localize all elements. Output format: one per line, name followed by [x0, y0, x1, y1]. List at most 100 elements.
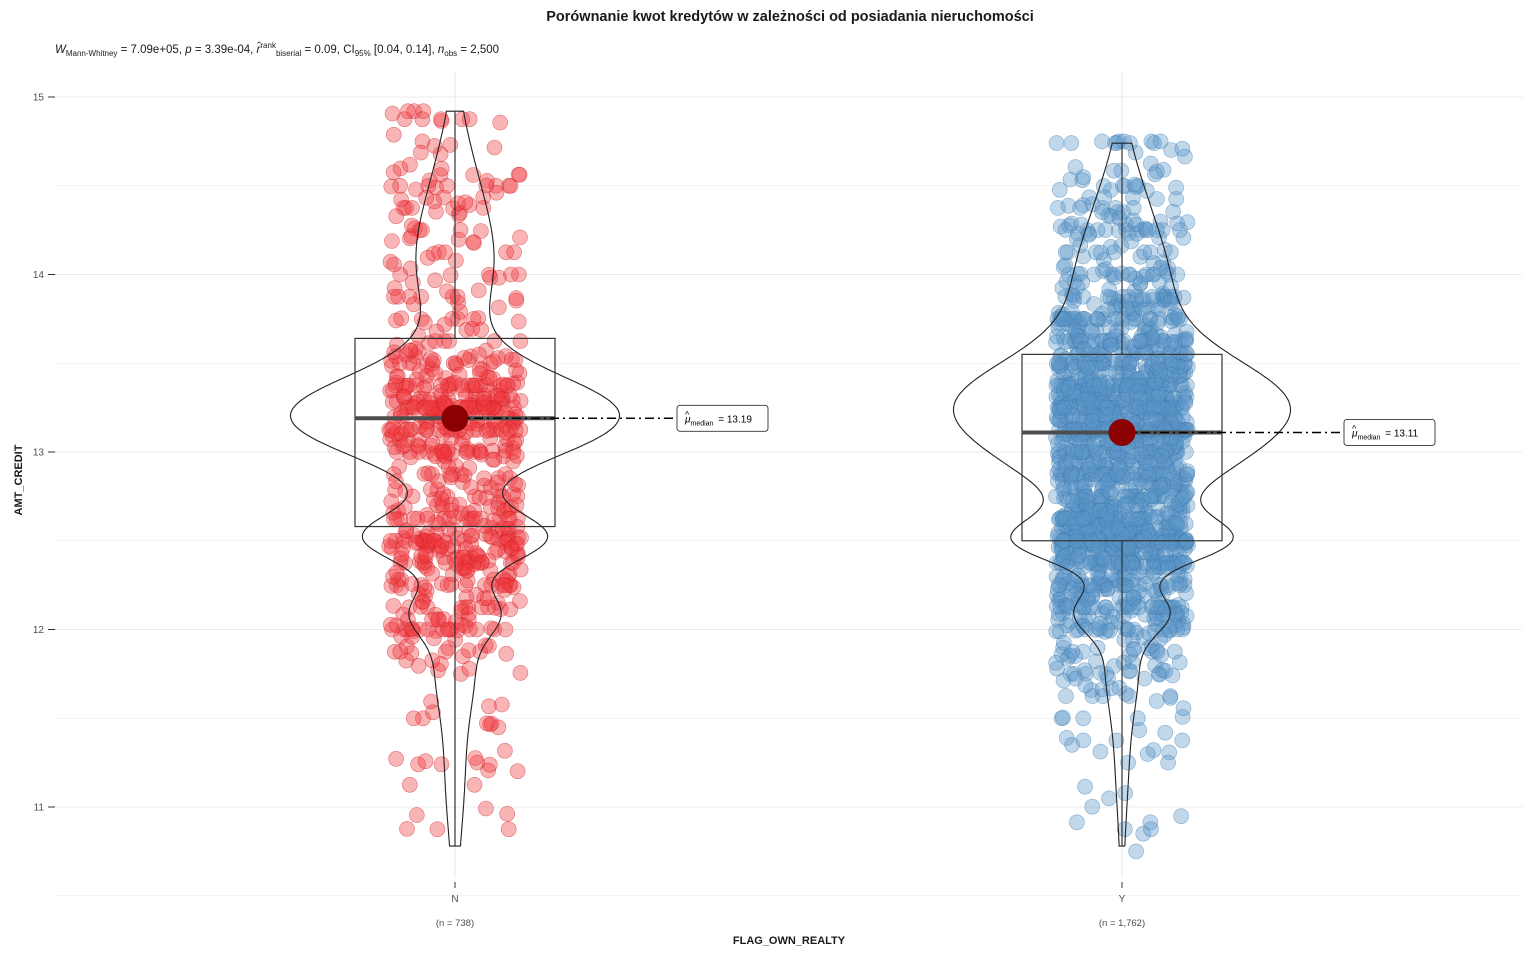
- data-point: [475, 200, 492, 216]
- data-point: [1149, 163, 1165, 180]
- data-point: [393, 191, 409, 208]
- data-point: [1064, 493, 1081, 509]
- data-point: [469, 754, 486, 771]
- data-point: [1050, 577, 1067, 593]
- data-point: [1063, 215, 1080, 232]
- data-point: [479, 715, 495, 732]
- data-point: [390, 288, 407, 305]
- data-point: [425, 704, 441, 721]
- data-point: [473, 555, 490, 571]
- data-point: [1131, 584, 1147, 600]
- data-point: [1101, 365, 1118, 382]
- data-point: [1146, 135, 1162, 151]
- data-point: [486, 139, 503, 156]
- data-point: [508, 290, 525, 306]
- data-point: [490, 299, 507, 316]
- data-point: [491, 269, 507, 286]
- data-point: [1117, 785, 1133, 801]
- data-point: [511, 167, 528, 183]
- data-point: [403, 228, 420, 244]
- data-point: [1048, 135, 1065, 151]
- data-point: [1131, 599, 1147, 616]
- p-value: = 3.39e-04: [191, 43, 251, 56]
- data-point: [498, 244, 514, 261]
- data-point: [456, 350, 473, 366]
- data-point: [1085, 535, 1101, 552]
- data-point: [1122, 646, 1138, 663]
- data-point: [1131, 722, 1148, 738]
- data-point: [392, 178, 408, 194]
- ci-value: [0.04, 0.14]: [370, 43, 432, 56]
- data-point: [477, 577, 493, 593]
- data-point: [443, 502, 460, 519]
- data-point: [1060, 379, 1076, 396]
- data-point: [404, 576, 421, 592]
- data-point: [431, 516, 448, 532]
- data-point: [455, 474, 471, 490]
- data-point: [388, 564, 405, 581]
- data-point: [1143, 821, 1159, 838]
- data-point: [1093, 244, 1109, 261]
- x-axis-title: FLAG_OWN_REALTY: [733, 935, 846, 947]
- data-point: [1162, 294, 1178, 311]
- data-point: [485, 353, 502, 370]
- data-point: [430, 611, 446, 628]
- data-point: [395, 606, 412, 623]
- stat-sub: Mann-Whitney: [65, 49, 118, 59]
- data-point: [1075, 710, 1091, 727]
- data-point: [462, 621, 478, 638]
- data-point: [1128, 843, 1144, 860]
- x-tick-label: N: [451, 894, 458, 905]
- data-point: [1156, 627, 1173, 643]
- data-point: [1057, 334, 1073, 350]
- data-point: [1075, 197, 1091, 213]
- data-point: [459, 572, 476, 589]
- data-point: [1109, 466, 1125, 483]
- data-point: [1123, 233, 1139, 250]
- data-point: [1117, 821, 1133, 838]
- data-point: [1136, 244, 1152, 261]
- data-point: [503, 541, 520, 557]
- data-point: [1160, 754, 1176, 771]
- violin-groups: μmedian = 13.19^N(n = 738)μmedian = 13.1…: [289, 103, 1436, 929]
- data-point: [1165, 203, 1181, 220]
- data-point: [1125, 200, 1142, 216]
- data-point: [1048, 654, 1064, 671]
- data-point: [476, 399, 493, 416]
- data-point: [1154, 447, 1170, 464]
- data-point: [416, 579, 433, 596]
- data-point: [443, 469, 459, 486]
- data-point: [437, 244, 453, 261]
- data-point: [385, 164, 402, 181]
- data-point: [1075, 732, 1092, 749]
- n-value: = 2,500: [457, 43, 500, 56]
- data-point: [477, 637, 494, 654]
- data-point: [502, 421, 518, 438]
- data-point: [1075, 510, 1092, 527]
- data-point: [1157, 724, 1174, 741]
- data-point: [486, 451, 503, 468]
- data-point: [1160, 559, 1176, 576]
- data-point: [1155, 162, 1172, 178]
- data-point: [1128, 216, 1144, 233]
- n-symbol: n: [437, 43, 445, 56]
- data-point: [448, 252, 464, 269]
- data-point: [508, 362, 524, 379]
- data-point: [1168, 191, 1184, 207]
- data-point: [506, 244, 522, 261]
- data-point: [460, 352, 477, 368]
- data-point: [1169, 414, 1186, 430]
- median-label-sub: median: [690, 420, 713, 427]
- stat-symbol: W: [55, 43, 66, 56]
- data-point: [509, 763, 526, 780]
- data-point: [1152, 260, 1169, 276]
- data-point: [432, 146, 449, 162]
- data-point: [461, 660, 478, 677]
- chart-subtitle: WMann-Whitney = 7.09e+05, p = 3.39e-04, …: [55, 41, 500, 59]
- data-point: [401, 776, 418, 793]
- data-point: [1096, 189, 1113, 206]
- data-point: [416, 466, 433, 482]
- data-point: [416, 314, 433, 331]
- data-point: [481, 698, 497, 715]
- data-point: [402, 156, 418, 173]
